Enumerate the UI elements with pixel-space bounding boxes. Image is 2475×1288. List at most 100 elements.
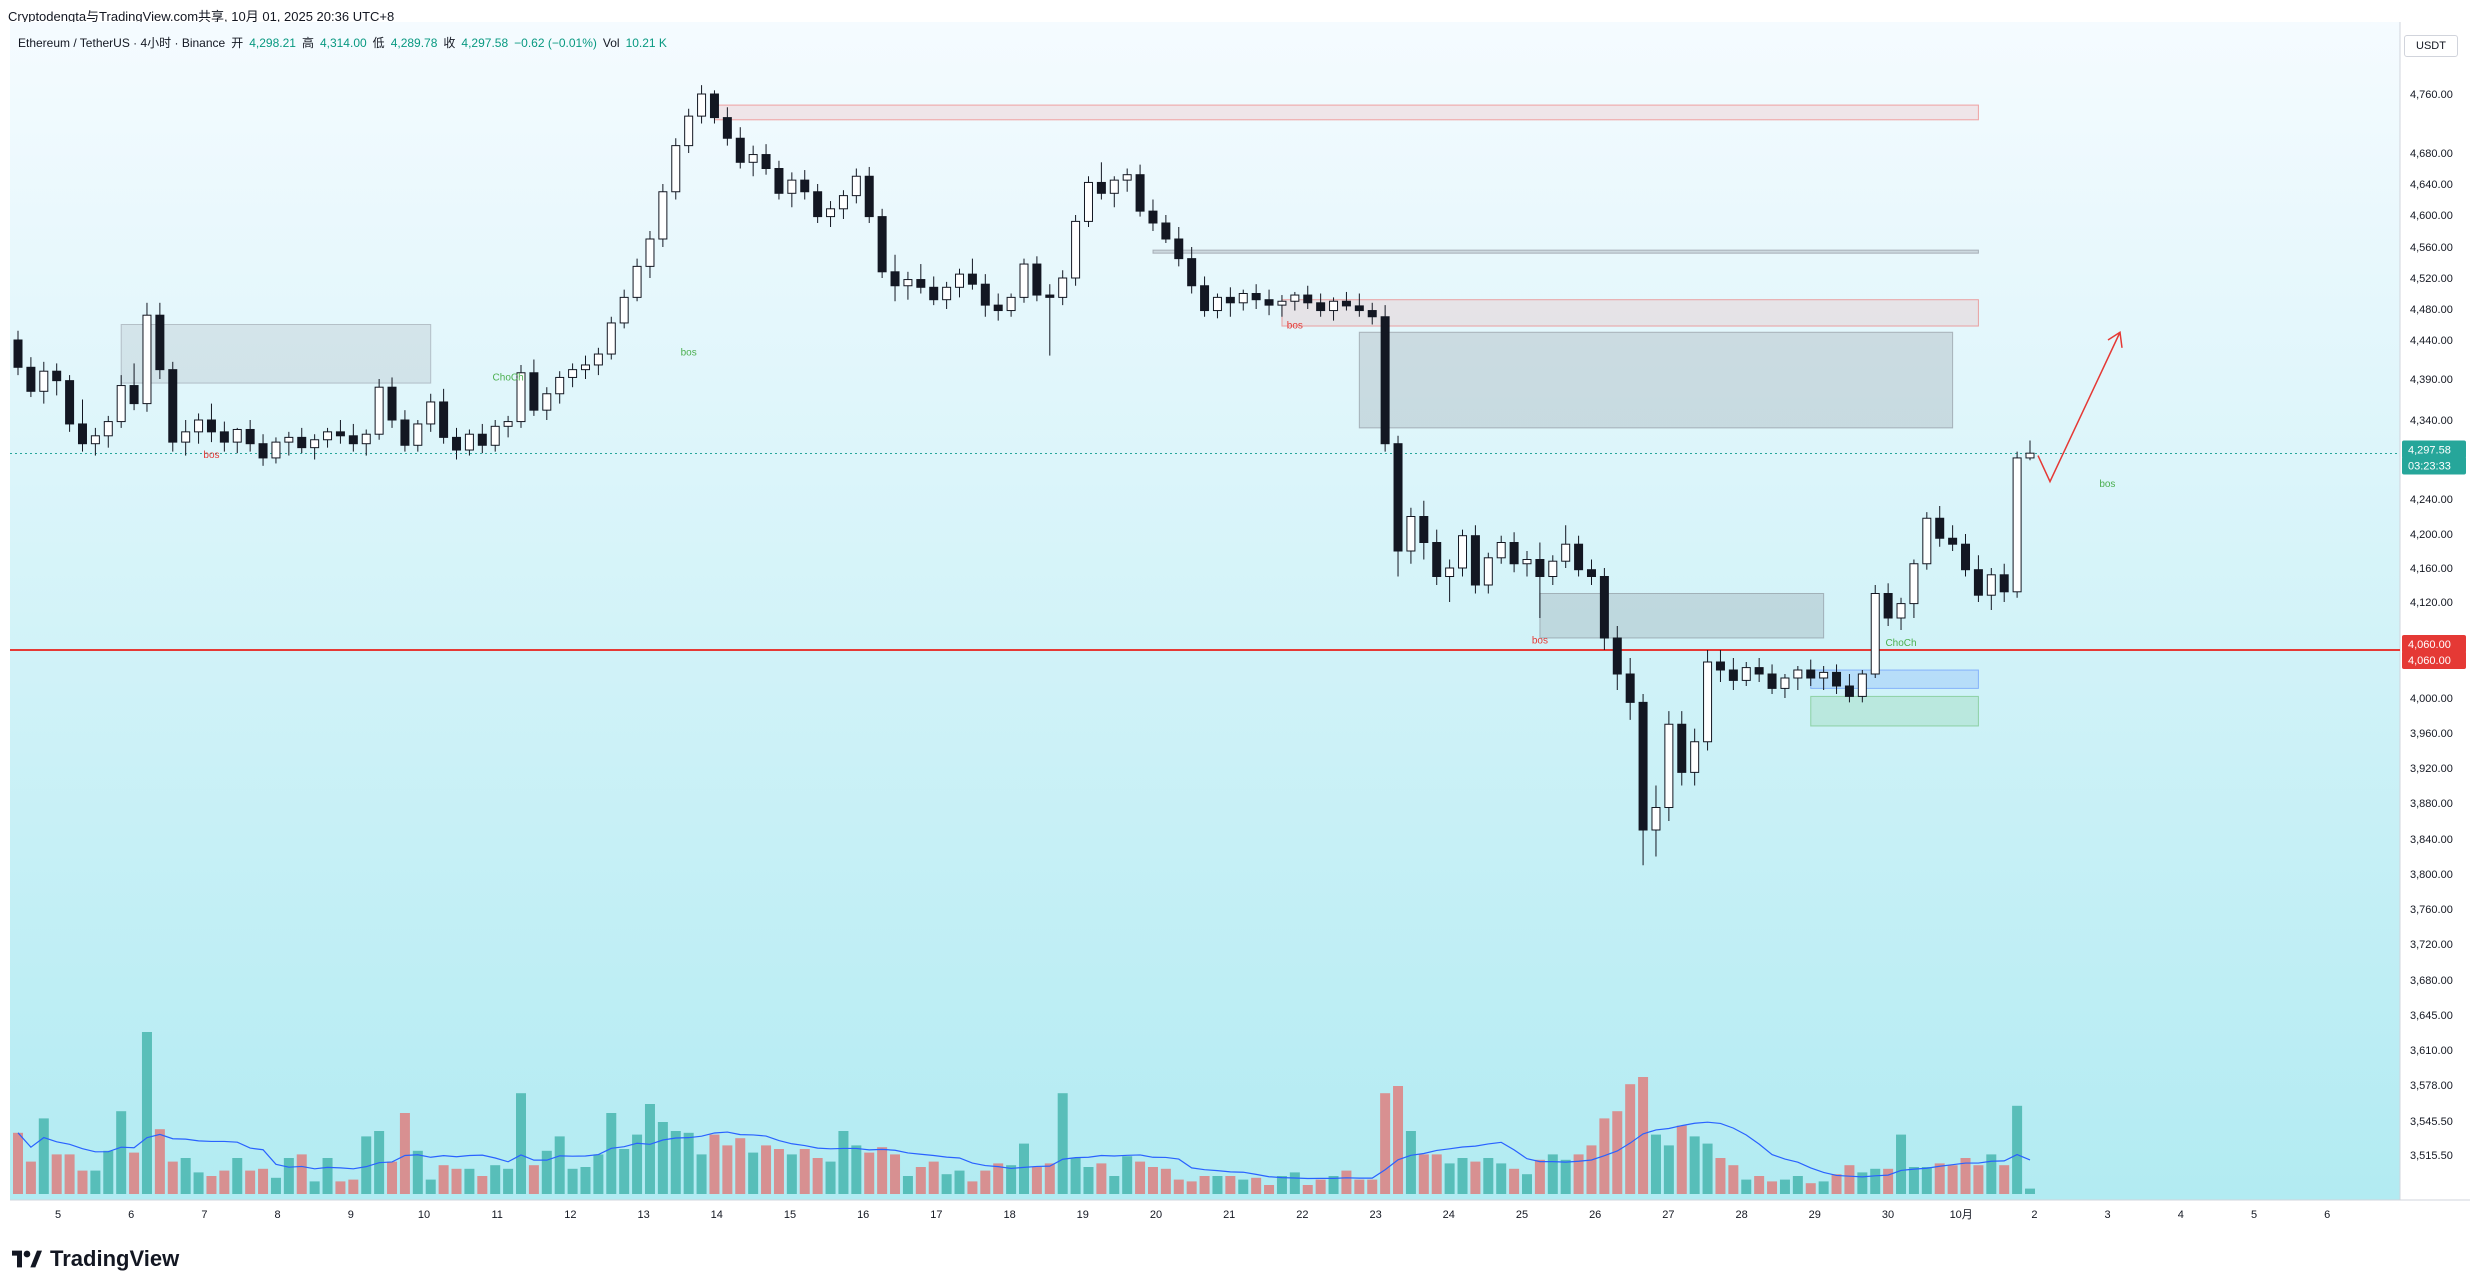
- candle-body: [1303, 294, 1313, 304]
- candle-body: [671, 145, 681, 193]
- candle-body: [1290, 294, 1300, 302]
- volume-bar: [1921, 1167, 1932, 1194]
- y-tick-label: 3,760.00: [2410, 904, 2453, 916]
- volume-bar: [193, 1172, 204, 1194]
- candle-body: [735, 137, 745, 163]
- candle-body: [1109, 179, 1119, 194]
- legend-high-label: 高: [301, 36, 314, 50]
- volume-bar: [670, 1131, 681, 1194]
- volume-bar: [335, 1181, 346, 1194]
- candle-body: [993, 304, 1003, 312]
- volume-bar: [1367, 1179, 1378, 1194]
- candle-body: [271, 441, 281, 459]
- candle-body: [632, 265, 642, 298]
- candle-body: [1496, 542, 1506, 559]
- tradingview-logo[interactable]: TradingView: [12, 1246, 179, 1272]
- volume-bar: [1315, 1179, 1326, 1194]
- candle-body: [722, 117, 732, 139]
- volume-bar: [1612, 1111, 1623, 1194]
- volume-bar: [1496, 1163, 1507, 1194]
- volume-bar: [1135, 1161, 1146, 1194]
- candle-body: [1651, 807, 1661, 831]
- candle-body: [2025, 452, 2035, 459]
- candle-body: [13, 339, 23, 368]
- volume-bar: [1354, 1179, 1365, 1194]
- volume-bar: [902, 1176, 913, 1194]
- price-axis-background: [2400, 22, 2470, 1200]
- candle-body: [580, 364, 590, 371]
- volume-bar: [399, 1113, 410, 1194]
- volume-bar: [1225, 1176, 1236, 1194]
- candle-body: [1535, 559, 1545, 577]
- price-chart[interactable]: 4,760.00 4,680.00 4,640.00 4,600.00 4,560.00…: [10, 22, 2470, 1230]
- volume-bar: [516, 1093, 526, 1194]
- x-tick-label: 22: [1296, 1209, 1308, 1221]
- volume-bar: [1199, 1176, 1210, 1194]
- volume-bar: [1896, 1134, 1907, 1194]
- volume-bar: [1289, 1172, 1300, 1194]
- currency-selector[interactable]: USDT: [2404, 35, 2458, 57]
- volume-bar: [786, 1154, 797, 1194]
- candle-body: [709, 93, 719, 119]
- volume-bar: [1341, 1170, 1352, 1194]
- candle-body: [1071, 220, 1081, 279]
- x-tick-label: 6: [128, 1209, 134, 1221]
- volume-bar: [1083, 1167, 1094, 1194]
- candle-body: [1832, 671, 1842, 687]
- y-tick-label: 4,760.00: [2410, 89, 2453, 101]
- volume-bar: [2025, 1188, 2035, 1194]
- candle-body: [1393, 443, 1403, 552]
- y-tick-label: 4,560.00: [2410, 242, 2453, 254]
- volume-bar: [619, 1149, 630, 1194]
- volume-bar: [1999, 1165, 2010, 1194]
- volume-bar: [773, 1149, 784, 1194]
- volume-bar: [1534, 1159, 1545, 1194]
- candle-body: [1354, 305, 1364, 312]
- volume-bar: [1857, 1172, 1868, 1194]
- candle-body: [1212, 296, 1222, 312]
- volume-bar: [890, 1154, 901, 1194]
- candle-body: [1161, 222, 1171, 240]
- candle-body: [1703, 661, 1713, 743]
- volume-bar: [1986, 1154, 1997, 1194]
- volume-bar: [1057, 1093, 1068, 1194]
- y-tick-label: 3,645.00: [2410, 1010, 2453, 1022]
- volume-bar: [1160, 1168, 1171, 1194]
- volume-bar: [1586, 1145, 1597, 1194]
- y-tick-label: 4,120.00: [2410, 597, 2453, 609]
- x-tick-label: 23: [1369, 1209, 1381, 1221]
- volume-bar: [1883, 1168, 1894, 1194]
- volume-bar: [1251, 1177, 1262, 1194]
- y-tick-label: 4,390.00: [2410, 374, 2453, 386]
- candle-body: [1264, 299, 1274, 306]
- x-tick-label: 10月: [1950, 1209, 1973, 1221]
- candle-body: [1599, 576, 1609, 639]
- candle-body: [194, 419, 204, 433]
- volume-bar: [606, 1113, 617, 1194]
- candle-body: [1096, 181, 1106, 194]
- volume-bar: [387, 1161, 398, 1194]
- candle-body: [426, 401, 436, 425]
- volume-bar: [322, 1158, 333, 1194]
- candle-body: [1586, 569, 1596, 578]
- chart-area[interactable]: 4,760.00 4,680.00 4,640.00 4,600.00 4,560.00…: [10, 22, 2470, 1230]
- y-tick-label: 4,680.00: [2410, 148, 2453, 160]
- volume-bar: [232, 1158, 243, 1194]
- x-tick-label: 7: [201, 1209, 207, 1221]
- legend-change: −0.62 (−0.01%): [514, 35, 597, 50]
- volume-bar: [1328, 1176, 1339, 1194]
- candle-body: [967, 273, 977, 285]
- volume-bar: [1031, 1167, 1042, 1194]
- volume-ma-line: [17, 1121, 2031, 1180]
- volume-bar: [451, 1168, 462, 1194]
- volume-bar: [877, 1147, 888, 1194]
- candle-body: [103, 421, 113, 437]
- candle-body: [942, 286, 952, 301]
- bos-label: bos: [681, 348, 697, 359]
- candle-body: [1793, 669, 1803, 679]
- volume-bar: [825, 1161, 836, 1194]
- candle-body: [1715, 661, 1725, 671]
- candle-body: [658, 191, 668, 240]
- y-tick-label: 3,840.00: [2410, 834, 2453, 846]
- candle-body: [748, 154, 758, 163]
